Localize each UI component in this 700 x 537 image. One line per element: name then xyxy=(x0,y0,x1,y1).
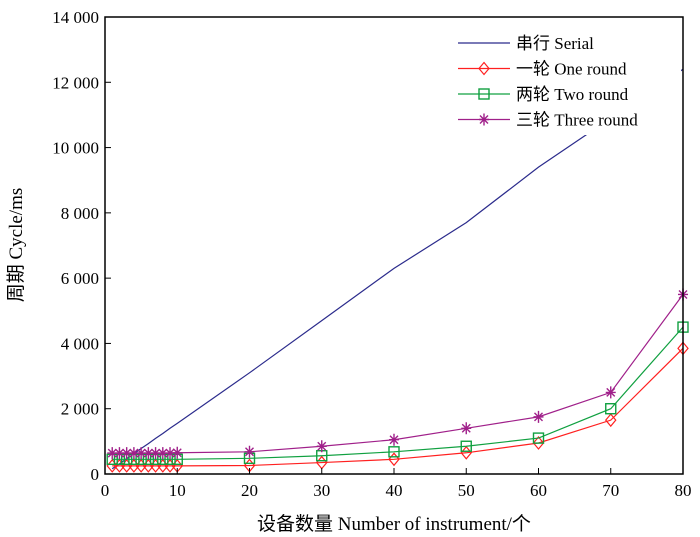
y-tick-label: 0 xyxy=(91,465,100,484)
y-tick-label: 10 000 xyxy=(52,139,99,158)
square-marker xyxy=(478,88,490,100)
series-three-round xyxy=(107,288,688,460)
star-marker xyxy=(165,447,176,460)
diamond-marker xyxy=(532,436,545,450)
legend-label: 三轮 Three round xyxy=(516,111,638,130)
series-line xyxy=(112,294,684,454)
star-marker xyxy=(114,447,125,460)
y-tick-label: 4 000 xyxy=(61,334,99,353)
square-marker xyxy=(532,432,545,444)
star-marker xyxy=(128,447,139,460)
star-marker xyxy=(461,422,472,435)
x-tick-label: 50 xyxy=(458,481,475,500)
star-marker xyxy=(244,445,255,458)
star-marker xyxy=(121,447,132,460)
legend-label: 两轮 Two round xyxy=(516,85,629,104)
y-tick-label: 12 000 xyxy=(52,73,99,92)
star-marker xyxy=(605,386,616,399)
star-marker xyxy=(479,113,489,126)
diamond-marker xyxy=(604,413,617,428)
legend-label: 一轮 One round xyxy=(516,60,627,79)
x-tick-label: 30 xyxy=(313,481,330,500)
star-marker xyxy=(157,447,168,460)
x-tick-label: 10 xyxy=(169,481,186,500)
y-tick-label: 14 000 xyxy=(52,8,99,27)
square-marker xyxy=(388,446,400,458)
square-marker xyxy=(460,440,472,452)
legend-label: 串行 Serial xyxy=(516,34,594,53)
y-tick-label: 6 000 xyxy=(61,269,99,288)
diamond-marker xyxy=(478,61,490,76)
star-marker xyxy=(150,447,161,460)
x-axis-label: 设备数量 Number of instrument/个 xyxy=(257,513,531,535)
legend: 串行 Serial 一轮 One round 两轮 Two round 三轮 Thre… xyxy=(448,27,681,135)
star-marker xyxy=(389,433,399,446)
y-tick-label: 2 000 xyxy=(61,400,99,419)
star-marker xyxy=(172,446,183,459)
star-marker xyxy=(143,447,154,460)
y-tick-label: 8 000 xyxy=(61,204,99,223)
star-marker xyxy=(533,410,544,423)
x-tick-label: 0 xyxy=(101,481,110,500)
x-tick-label: 20 xyxy=(241,481,258,500)
x-tick-label: 40 xyxy=(386,481,403,500)
y-axis-label: 周期 Cycle/ms xyxy=(5,188,27,303)
series-line xyxy=(112,347,684,467)
star-marker xyxy=(316,440,327,453)
star-marker xyxy=(107,447,118,460)
star-marker xyxy=(136,447,147,460)
x-tick-label: 80 xyxy=(675,481,692,500)
x-tick-label: 60 xyxy=(530,481,547,500)
square-marker xyxy=(605,403,617,415)
x-tick-label: 70 xyxy=(602,481,619,500)
